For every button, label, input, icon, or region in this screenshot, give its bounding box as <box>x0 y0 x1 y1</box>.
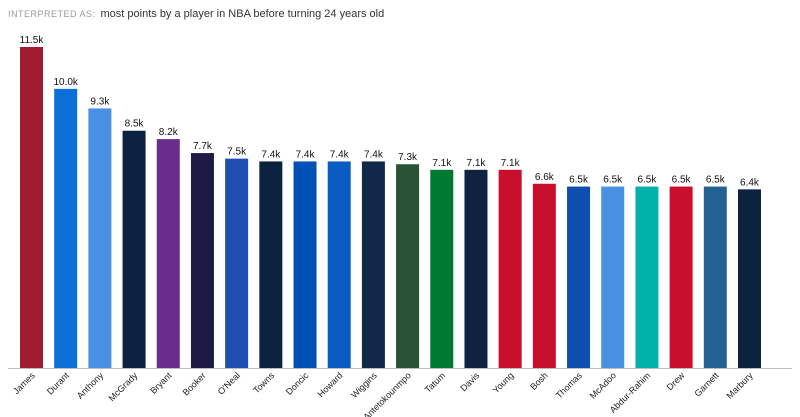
chart-title: most points by a player in NBA before tu… <box>101 8 385 20</box>
bar <box>430 169 454 368</box>
bar <box>601 186 625 368</box>
value-label: 6.5k <box>706 175 726 186</box>
bar <box>703 186 727 368</box>
value-label: 7.1k <box>501 158 521 169</box>
value-label: 8.2k <box>159 127 179 138</box>
x-tick-label: Howard <box>316 370 345 399</box>
x-tick-label: Thomas <box>554 370 584 400</box>
bar <box>498 169 522 368</box>
x-tick-label: Bosh <box>528 370 550 392</box>
bar <box>293 161 317 368</box>
x-tick-label: McAdoo <box>588 370 618 400</box>
value-label: 7.1k <box>432 158 452 169</box>
x-tick-label: Booker <box>181 370 208 397</box>
header-label: INTERPRETED AS: <box>8 9 96 19</box>
value-label: 6.4k <box>740 177 760 188</box>
value-label: 6.5k <box>569 175 589 186</box>
bar <box>361 161 385 368</box>
value-label: 6.5k <box>637 175 657 186</box>
x-tick-label: Tatum <box>423 370 447 394</box>
bar <box>737 189 761 368</box>
x-tick-label: Anthony <box>75 370 106 401</box>
value-label: 8.5k <box>125 119 145 130</box>
bar <box>669 186 693 368</box>
bar <box>225 158 249 368</box>
x-tick-label: Bryant <box>148 370 174 396</box>
bar <box>396 164 420 368</box>
x-tick-label: Marbury <box>724 370 755 401</box>
bar <box>122 130 146 368</box>
bar <box>464 169 488 368</box>
value-label: 7.1k <box>467 158 487 169</box>
x-tick-label: Durant <box>45 370 72 397</box>
bar <box>190 153 214 368</box>
bar <box>156 139 180 368</box>
value-label: 6.5k <box>603 175 623 186</box>
value-label: 7.4k <box>364 149 384 160</box>
value-label: 7.4k <box>330 149 350 160</box>
x-tick-label: Davis <box>458 370 481 393</box>
bar <box>567 186 591 368</box>
bar <box>532 183 556 368</box>
x-tick-label: Doncic <box>284 370 311 397</box>
bar <box>88 108 112 369</box>
value-label: 10.0k <box>53 77 78 88</box>
x-tick-label: Wiggins <box>349 370 379 400</box>
x-tick-label: Drew <box>665 370 687 392</box>
x-tick-label: Garnett <box>692 370 721 399</box>
x-tick-label: Towns <box>251 370 276 395</box>
bar <box>20 47 43 368</box>
value-label: 7.4k <box>296 149 316 160</box>
bar <box>327 161 351 368</box>
x-tick-label: O'Neal <box>216 370 242 396</box>
x-tick-label: James <box>11 370 37 396</box>
value-label: 7.5k <box>227 147 247 158</box>
bar <box>259 161 283 368</box>
value-label: 11.5k <box>20 35 45 46</box>
bar <box>635 186 659 368</box>
x-tick-label: Young <box>491 370 516 395</box>
value-label: 7.3k <box>398 152 418 163</box>
value-label: 7.7k <box>193 141 213 152</box>
value-label: 7.4k <box>261 149 281 160</box>
value-label: 6.6k <box>535 172 555 183</box>
x-tick-label: McGrady <box>107 370 140 403</box>
value-label: 9.3k <box>90 96 110 107</box>
bar <box>54 88 78 368</box>
header: INTERPRETED AS: most points by a player i… <box>8 8 384 20</box>
value-label: 6.5k <box>672 175 692 186</box>
